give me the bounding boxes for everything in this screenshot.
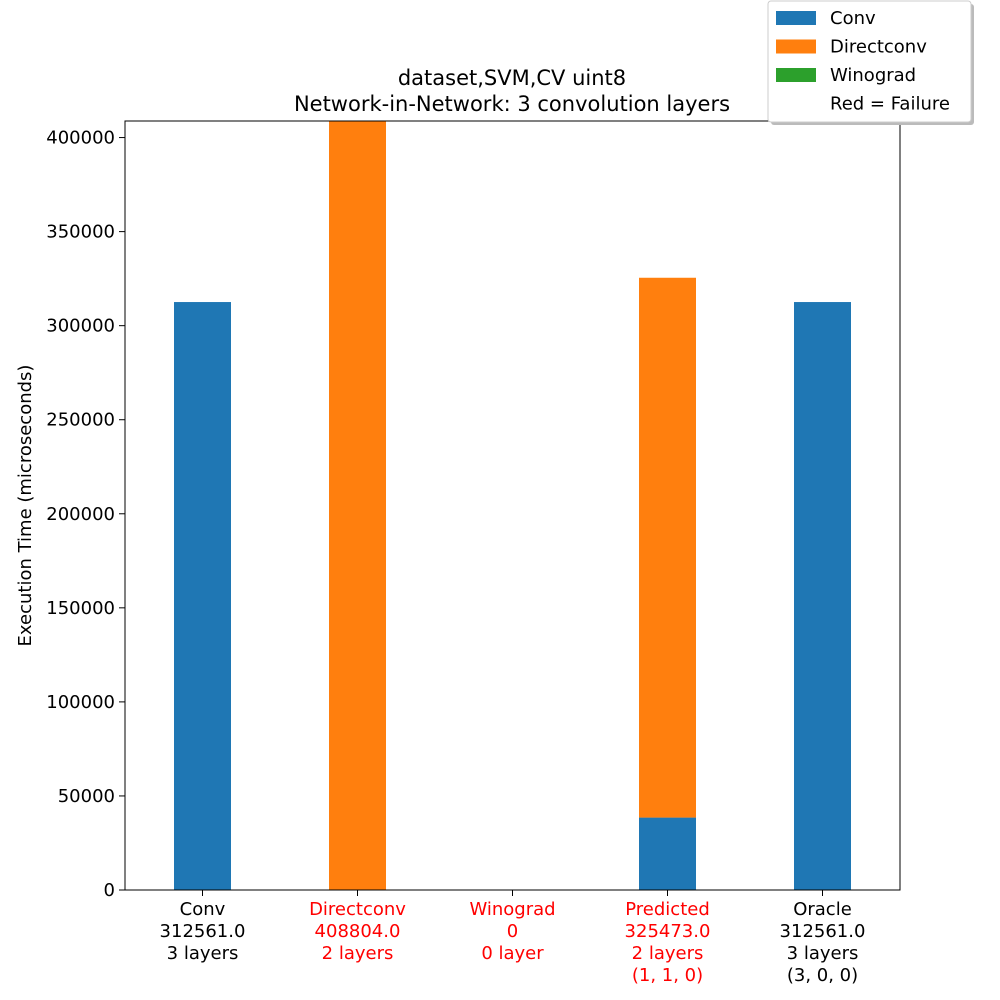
x-tick-label-line: 3 layers bbox=[167, 943, 239, 964]
x-tick-label-line: 0 layer bbox=[481, 943, 544, 964]
x-tick-label-4: Oracle 312561.0 3 layers (3, 0, 0) bbox=[780, 899, 866, 986]
bar-directconv-3 bbox=[639, 277, 696, 818]
x-tick-label-2: Winograd 0 0 layer bbox=[469, 899, 555, 964]
bar-conv-3 bbox=[639, 817, 696, 890]
legend-swatch-winograd bbox=[776, 68, 816, 82]
y-tick-label: 300000 bbox=[46, 316, 115, 337]
legend-label: Directconv bbox=[830, 37, 927, 58]
bar-directconv-1 bbox=[329, 121, 386, 890]
legend-swatch-conv bbox=[776, 11, 816, 25]
x-tick-label-0: Conv 312561.0 3 layers bbox=[160, 899, 246, 964]
x-tick-label-line: 2 layers bbox=[632, 943, 704, 964]
x-tick-label-line: Conv bbox=[180, 899, 226, 920]
chart-title: dataset,SVM,CV uint8 bbox=[398, 66, 626, 90]
bars-group bbox=[174, 121, 851, 890]
bar-conv-0 bbox=[174, 302, 231, 890]
x-tick-label-line: 408804.0 bbox=[315, 921, 401, 942]
x-tick-label-1: Directconv 408804.0 2 layers bbox=[309, 899, 406, 964]
x-tick-label-line: 3 layers bbox=[787, 943, 859, 964]
y-tick-label: 50000 bbox=[58, 786, 115, 807]
x-tick-label-line: 312561.0 bbox=[780, 921, 866, 942]
x-tick-label-line: Oracle bbox=[793, 899, 852, 920]
y-tick-label: 0 bbox=[104, 880, 115, 901]
legend-label: Conv bbox=[830, 8, 876, 29]
legend-label: Winograd bbox=[830, 65, 916, 86]
x-tick-label-line: 312561.0 bbox=[160, 921, 246, 942]
y-tick-label: 250000 bbox=[46, 410, 115, 431]
chart-subtitle: Network-in-Network: 3 convolution layers bbox=[294, 92, 730, 116]
y-axis: 0 50000 100000 150000 200000 250000 300000 3500… bbox=[46, 128, 125, 901]
y-tick-label: 150000 bbox=[46, 598, 115, 619]
x-tick-label-line: (3, 0, 0) bbox=[787, 965, 858, 986]
x-tick-label-line: (1, 1, 0) bbox=[632, 965, 703, 986]
legend: Conv Directconv Winograd Red = Failure bbox=[767, 0, 974, 125]
x-tick-label-line: 2 layers bbox=[322, 943, 394, 964]
plot-frame bbox=[124, 120, 901, 891]
x-tick-label-line: Directconv bbox=[309, 899, 406, 920]
y-tick-label: 400000 bbox=[46, 128, 115, 149]
x-tick-label-line: 0 bbox=[507, 921, 518, 942]
legend-label: Red = Failure bbox=[830, 94, 950, 115]
x-tick-label-line: 325473.0 bbox=[625, 921, 711, 942]
y-axis-label: Execution Time (microseconds) bbox=[15, 365, 36, 647]
legend-swatch-directconv bbox=[776, 39, 816, 54]
y-tick-label: 350000 bbox=[46, 222, 115, 243]
x-tick-label-3: Predicted 325473.0 2 layers (1, 1, 0) bbox=[625, 899, 711, 986]
bar-conv-4 bbox=[794, 302, 851, 890]
y-tick-label: 100000 bbox=[46, 692, 115, 713]
x-tick-label-line: Predicted bbox=[625, 899, 710, 920]
x-tick-label-line: Winograd bbox=[469, 899, 555, 920]
y-tick-label: 200000 bbox=[46, 504, 115, 525]
legend-box bbox=[767, 0, 972, 123]
